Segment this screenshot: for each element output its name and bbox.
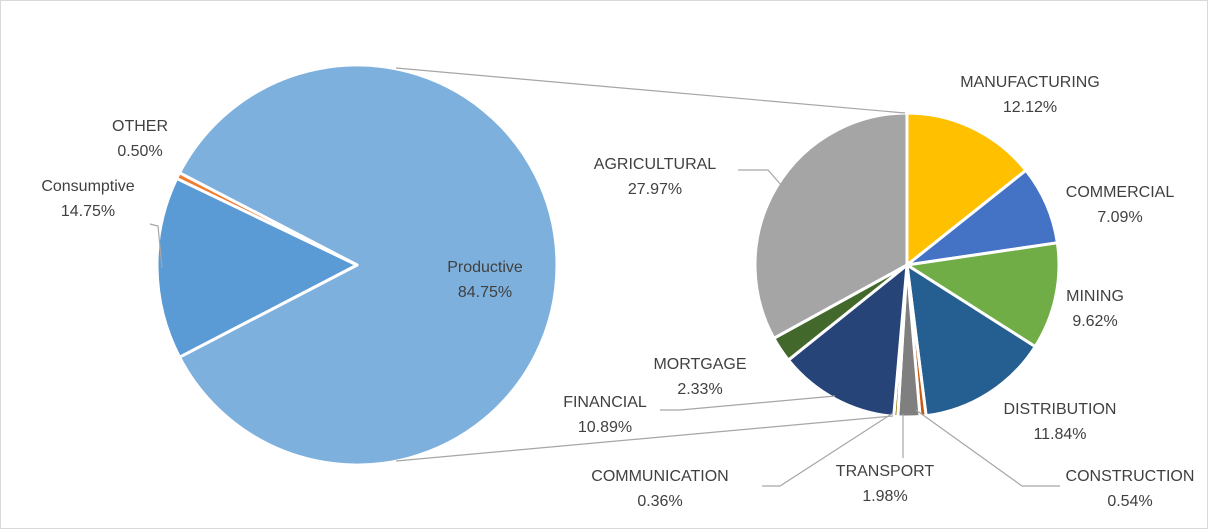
leader-line: [762, 412, 894, 487]
slice-value-label: 12.12%: [1003, 99, 1057, 116]
slice-value-label: 14.75%: [61, 203, 115, 220]
leader-line: [915, 409, 1060, 487]
slice-value-label: 7.09%: [1097, 209, 1142, 226]
leader-line: [149, 223, 163, 269]
slice-label: MINING: [1066, 288, 1124, 305]
connector-line: [395, 415, 894, 462]
leader-line: [660, 395, 836, 411]
slice-label: Productive: [447, 259, 523, 276]
pie-slice: [155, 176, 359, 359]
slice-value-label: 27.97%: [628, 181, 682, 198]
slice-value-label: 2.33%: [677, 381, 722, 398]
slice-label: OTHER: [112, 118, 168, 135]
pie-slice: [175, 171, 359, 267]
slice-value-label: 0.54%: [1107, 493, 1152, 510]
pie-slice: [905, 263, 1037, 418]
slice-label: MANUFACTURING: [960, 74, 1100, 91]
slice-label: Consumptive: [41, 178, 134, 195]
slice-value-label: 1.98%: [862, 488, 907, 505]
slice-value-label: 9.62%: [1072, 313, 1117, 330]
pie-slice: [905, 111, 1028, 267]
slice-label: COMMERCIAL: [1066, 184, 1175, 201]
slice-value-label: 84.75%: [458, 284, 512, 301]
pie-slice: [905, 241, 1061, 349]
pie-slice: [178, 63, 559, 467]
slice-label: COMMUNICATION: [591, 468, 728, 485]
slice-label: TRANSPORT: [836, 463, 935, 480]
slice-value-label: 0.50%: [117, 143, 162, 160]
slice-value-label: 11.84%: [1033, 426, 1086, 443]
slice-label: DISTRIBUTION: [1004, 401, 1117, 418]
slice-value-label: 0.36%: [637, 493, 682, 510]
pie-slice: [753, 111, 909, 340]
slice-label: FINANCIAL: [563, 394, 647, 411]
connector-line: [395, 67, 906, 114]
pie-slice: [786, 263, 909, 418]
slice-value-label: 10.89%: [578, 419, 632, 436]
slice-label: AGRICULTURAL: [594, 156, 716, 173]
slice-label: MORTGAGE: [653, 356, 746, 373]
leader-line: [738, 169, 783, 187]
slice-label: CONSTRUCTION: [1066, 468, 1195, 485]
